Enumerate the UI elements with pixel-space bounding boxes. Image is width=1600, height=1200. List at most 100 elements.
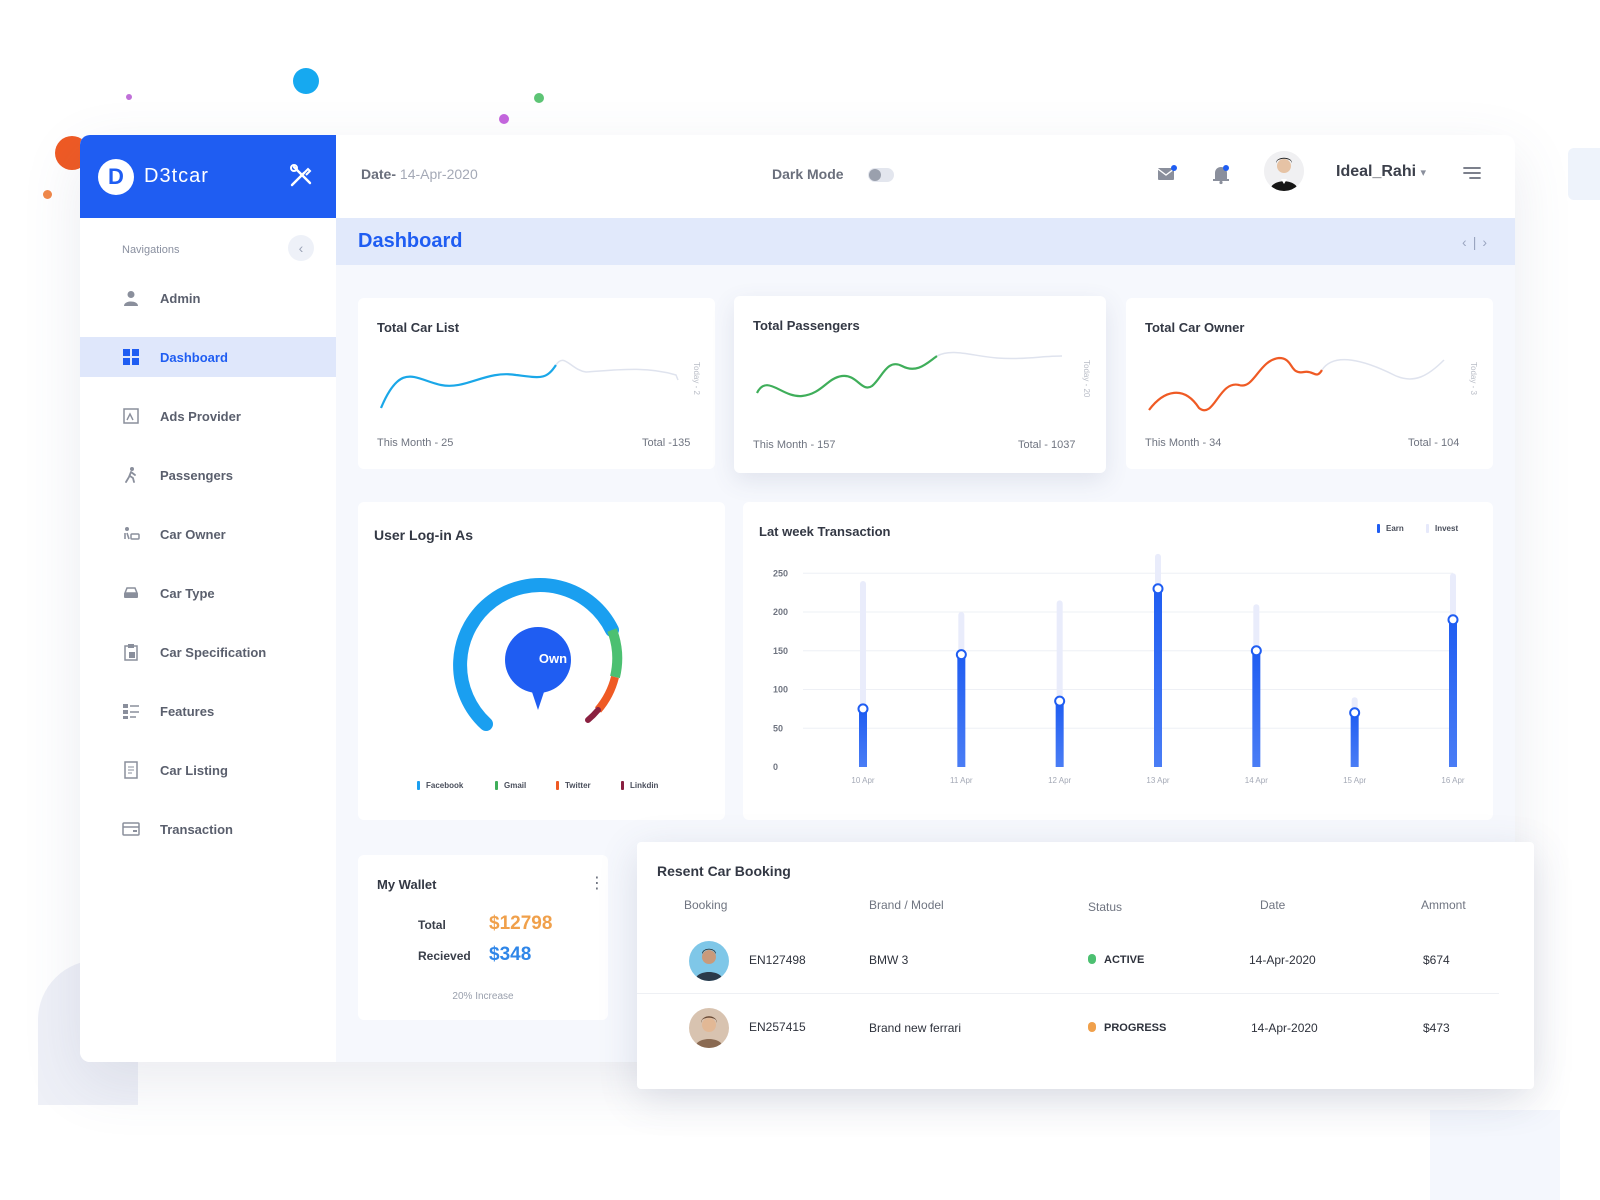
sidebar-item-label: Car Owner bbox=[160, 526, 226, 542]
sidebar-item-car-specification[interactable]: Car Specification bbox=[80, 632, 336, 672]
sidebar-item-car-listing[interactable]: Car Listing bbox=[80, 750, 336, 790]
column-header-date[interactable]: Date bbox=[1260, 898, 1286, 912]
earn-point bbox=[1250, 645, 1262, 657]
stat-title: Total Passengers bbox=[753, 318, 860, 333]
login-gauge bbox=[453, 578, 623, 731]
stat-card-car-owner[interactable]: Total Car Owner Today - 3 This Month - 3… bbox=[1126, 298, 1493, 469]
decor-dot-green bbox=[534, 93, 544, 103]
sidebar-item-dashboard[interactable]: Dashboard bbox=[80, 337, 336, 377]
column-header-booking[interactable]: Booking bbox=[684, 898, 728, 912]
legend-label: Linkdin bbox=[630, 781, 659, 790]
booking-model: Brand new ferrari bbox=[869, 1021, 962, 1035]
brand-logo-icon[interactable]: D bbox=[98, 158, 134, 195]
legend-label: Earn bbox=[1386, 524, 1404, 533]
nav-separator: | bbox=[1472, 234, 1483, 250]
collapse-sidebar-button[interactable]: ‹ bbox=[288, 235, 314, 261]
sidebar-item-features[interactable]: Features bbox=[80, 691, 336, 731]
sidebar-item-passengers[interactable]: Passengers bbox=[80, 455, 336, 495]
stat-card-passengers[interactable]: Total Passengers Today - 20 This Month -… bbox=[734, 296, 1106, 473]
column-header-brand[interactable]: Brand / Model bbox=[869, 898, 944, 912]
stat-total: Total - 1037 bbox=[1018, 439, 1076, 451]
y-tick-label: 100 bbox=[773, 685, 788, 695]
table-row[interactable]: EN127498 BMW 3 ACTIVE 14-Apr-2020 $674 bbox=[637, 928, 1499, 994]
legend-gmail: Gmail bbox=[495, 781, 526, 790]
sidebar-item-label: Admin bbox=[160, 290, 201, 306]
sidebar-item-label: Car Type bbox=[160, 585, 215, 601]
decor-shape-right bbox=[1430, 1110, 1560, 1200]
status-dot bbox=[1088, 1022, 1096, 1032]
app-window: D D3tcar Navigations ‹ Admin Dashboard bbox=[80, 135, 1515, 1062]
username: Ideal_Rahi bbox=[1336, 163, 1417, 180]
earn-point bbox=[1447, 614, 1459, 626]
sidebar-item-car-type[interactable]: Car Type bbox=[80, 573, 336, 613]
wallet-total-label: Total bbox=[418, 918, 446, 932]
dark-mode-toggle[interactable] bbox=[868, 168, 894, 182]
date-display: Date- 14-Apr-2020 bbox=[361, 166, 478, 182]
walking-person-icon bbox=[122, 466, 140, 484]
x-tick-label: 13 Apr bbox=[1146, 776, 1169, 785]
next-arrow-icon[interactable]: › bbox=[1482, 234, 1493, 250]
user-avatar[interactable] bbox=[1264, 151, 1304, 191]
recent-booking-card: Resent Car Booking Booking Brand / Model… bbox=[637, 842, 1534, 1089]
avatar bbox=[689, 1008, 729, 1048]
sidebar-item-label: Features bbox=[160, 703, 215, 719]
wallet-note: 20% Increase bbox=[452, 991, 514, 1002]
sidebar-item-label: Passengers bbox=[160, 467, 233, 483]
sidebar: D D3tcar Navigations ‹ Admin Dashboard bbox=[80, 135, 336, 1062]
stat-card-car-list[interactable]: Total Car List Today - 2 This Month - 25… bbox=[358, 298, 715, 469]
wallet-received-label: Recieved bbox=[418, 949, 471, 963]
prev-arrow-icon[interactable]: ‹ bbox=[1462, 234, 1473, 250]
x-tick-label: 12 Apr bbox=[1048, 776, 1071, 785]
legend-linkdin: Linkdin bbox=[621, 781, 658, 790]
decor-tab-right bbox=[1568, 148, 1600, 200]
stat-side-label: Today - 2 bbox=[692, 362, 701, 395]
column-header-status[interactable]: Status bbox=[1088, 900, 1123, 914]
login-title: User Log-in As bbox=[374, 527, 474, 543]
earn-point bbox=[1349, 707, 1361, 719]
card-icon bbox=[122, 820, 140, 838]
stat-title: Total Car Owner bbox=[1145, 320, 1245, 335]
legend-swatch bbox=[1426, 524, 1429, 533]
booking-id: EN257415 bbox=[749, 1020, 806, 1034]
y-tick-label: 250 bbox=[773, 568, 788, 578]
transaction-title: Lat week Transaction bbox=[759, 524, 891, 539]
earn-point bbox=[1054, 695, 1066, 707]
sidebar-item-admin[interactable]: Admin bbox=[80, 278, 336, 318]
bell-icon[interactable] bbox=[1210, 163, 1232, 185]
ads-icon bbox=[122, 407, 140, 425]
x-tick-label: 16 Apr bbox=[1441, 776, 1464, 785]
legend-swatch bbox=[1377, 524, 1380, 533]
x-tick-label: 15 Apr bbox=[1343, 776, 1366, 785]
y-tick-label: 200 bbox=[773, 607, 788, 617]
column-header-amount[interactable]: Ammont bbox=[1421, 898, 1466, 912]
table-row[interactable]: EN257415 Brand new ferrari PROGRESS 14-A… bbox=[637, 994, 1499, 1060]
page-nav: ‹|› bbox=[1462, 234, 1493, 250]
wallet-title: My Wallet bbox=[377, 877, 437, 892]
sidebar-item-label: Dashboard bbox=[160, 349, 228, 365]
earn-point bbox=[857, 703, 869, 715]
earn-point bbox=[955, 649, 967, 661]
more-vertical-icon[interactable]: ⋮ bbox=[589, 875, 605, 892]
sparkline-passengers bbox=[756, 351, 1063, 398]
top-bar: Date- 14-Apr-2020 Dark Mode Ideal_Rahi ▾ bbox=[336, 135, 1515, 218]
decor-dot-orange bbox=[43, 190, 52, 199]
page-title: Dashboard bbox=[358, 230, 463, 252]
tools-icon[interactable] bbox=[288, 163, 314, 189]
menu-icon[interactable] bbox=[1462, 165, 1482, 181]
y-tick-label: 150 bbox=[773, 646, 788, 656]
booking-date: 14-Apr-2020 bbox=[1249, 953, 1316, 967]
stat-this-month: This Month - 157 bbox=[753, 439, 836, 451]
list-icon bbox=[122, 702, 140, 720]
username-menu[interactable]: Ideal_Rahi ▾ bbox=[1336, 163, 1426, 181]
grid-icon bbox=[122, 348, 140, 366]
earn-bar bbox=[1055, 701, 1064, 767]
clipboard-icon bbox=[122, 643, 140, 661]
sidebar-item-transaction[interactable]: Transaction bbox=[80, 809, 336, 849]
mail-icon[interactable] bbox=[1156, 163, 1178, 185]
earn-bar bbox=[1449, 619, 1457, 767]
wallet-total-value: $12798 bbox=[489, 913, 553, 934]
sidebar-item-label: Ads Provider bbox=[160, 408, 241, 424]
sidebar-item-ads-provider[interactable]: Ads Provider bbox=[80, 396, 336, 436]
sidebar-item-car-owner[interactable]: Car Owner bbox=[80, 514, 336, 554]
stat-total: Total -135 bbox=[642, 437, 691, 449]
